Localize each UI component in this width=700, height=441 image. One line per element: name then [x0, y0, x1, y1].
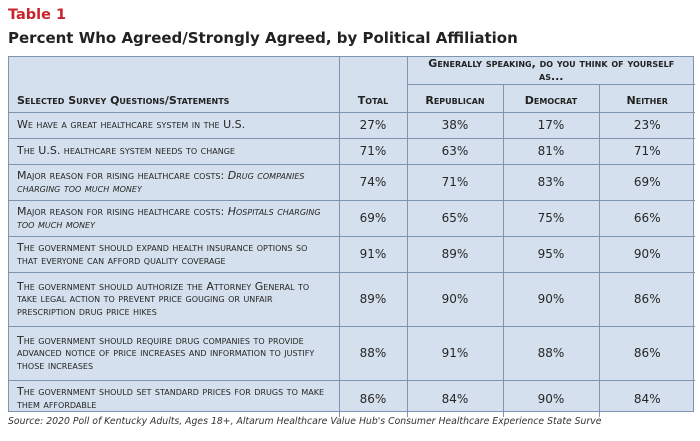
header-row-bottom: Republican Democrat Neither — [9, 84, 696, 113]
neither-value: 69% — [598, 164, 696, 201]
header-republican: Republican — [407, 84, 504, 113]
republican-value: 89% — [406, 236, 504, 273]
question-cell: The government should authorize the Atto… — [9, 272, 340, 327]
question-cell: The government should set standard price… — [9, 380, 340, 417]
survey-table: Selected Survey Questions/Statements Tot… — [8, 56, 696, 417]
header-total: Total — [338, 57, 408, 113]
table-label: Table 1 — [8, 7, 67, 23]
total-value: 88% — [338, 326, 408, 381]
democrat-value: 17% — [502, 112, 600, 139]
republican-value: 63% — [406, 138, 504, 165]
democrat-value: 90% — [502, 272, 600, 327]
table-title: Percent Who Agreed/Strongly Agreed, by P… — [8, 29, 518, 47]
total-value: 89% — [338, 272, 408, 327]
header-neither: Neither — [598, 84, 696, 113]
neither-value: 86% — [598, 272, 696, 327]
header-democrat: Democrat — [502, 84, 600, 113]
democrat-value: 75% — [502, 200, 600, 237]
header-row-top: Selected Survey Questions/Statements Tot… — [9, 57, 696, 113]
neither-value: 90% — [598, 236, 696, 273]
table-body: We have a great healthcare system in the… — [9, 112, 696, 417]
total-value: 69% — [338, 200, 408, 237]
question-text: The government should expand health insu… — [17, 241, 308, 267]
republican-value: 65% — [406, 200, 504, 237]
header-questions: Selected Survey Questions/Statements — [9, 57, 340, 113]
total-value: 74% — [338, 164, 408, 201]
question-emphasis: Drug companies charging too much money — [17, 169, 305, 195]
republican-value: 84% — [406, 380, 504, 417]
democrat-value: 88% — [502, 326, 600, 381]
neither-value: 66% — [598, 200, 696, 237]
table-row: The U.S. healthcare system needs to chan… — [9, 138, 696, 165]
total-value: 27% — [338, 112, 408, 139]
question-cell: The government should expand health insu… — [9, 236, 340, 273]
source-note: Source: 2020 Poll of Kentucky Adults, Ag… — [8, 416, 602, 427]
neither-value: 23% — [598, 112, 696, 139]
survey-table-grid: Selected Survey Questions/Statements Tot… — [9, 57, 696, 417]
question-text: The U.S. healthcare system needs to chan… — [17, 144, 235, 158]
question-cell: Major reason for rising healthcare costs… — [9, 200, 340, 237]
democrat-value: 95% — [502, 236, 600, 273]
democrat-value: 90% — [502, 380, 600, 417]
table-row: The government should set standard price… — [9, 380, 696, 417]
total-value: 91% — [338, 236, 408, 273]
democrat-value: 83% — [502, 164, 600, 201]
republican-value: 90% — [406, 272, 504, 327]
table-row: The government should expand health insu… — [9, 236, 696, 273]
republican-value: 91% — [406, 326, 504, 381]
question-text: We have a great healthcare system in the… — [17, 118, 246, 132]
question-text: The government should set standard price… — [17, 385, 325, 411]
neither-value: 84% — [598, 380, 696, 417]
democrat-value: 81% — [502, 138, 600, 165]
question-text: Major reason for rising healthcare costs… — [17, 169, 228, 182]
header-affiliation-group: Generally speaking, do you think of your… — [406, 57, 696, 85]
question-cell: Major reason for rising healthcare costs… — [9, 164, 340, 201]
question-cell: We have a great healthcare system in the… — [9, 112, 340, 139]
republican-value: 71% — [406, 164, 504, 201]
table-row: The government should require drug compa… — [9, 326, 696, 381]
question-text: The government should require drug compa… — [17, 333, 315, 372]
table-row: The government should authorize the Atto… — [9, 272, 696, 327]
neither-value: 86% — [598, 326, 696, 381]
question-cell: The government should require drug compa… — [9, 326, 340, 381]
question-text: Major reason for rising healthcare costs… — [17, 205, 228, 218]
table-row: Major reason for rising healthcare costs… — [9, 200, 696, 237]
total-value: 86% — [338, 380, 408, 417]
question-text: The government should authorize the Atto… — [17, 279, 310, 318]
table-row: Major reason for rising healthcare costs… — [9, 164, 696, 201]
table-row: We have a great healthcare system in the… — [9, 112, 696, 139]
republican-value: 38% — [406, 112, 504, 139]
total-value: 71% — [338, 138, 408, 165]
question-emphasis: Hospitals charging too much money — [17, 205, 321, 231]
question-cell: The U.S. healthcare system needs to chan… — [9, 138, 340, 165]
neither-value: 71% — [598, 138, 696, 165]
